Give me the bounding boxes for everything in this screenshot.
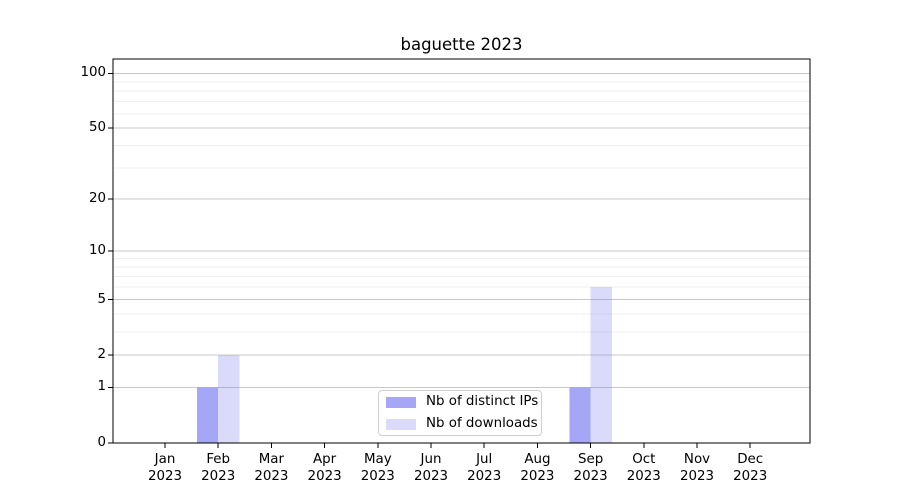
bar-distinct-ips-sep xyxy=(569,387,591,443)
y-tick-label: 100 xyxy=(80,65,106,81)
x-tick-year: 2023 xyxy=(626,469,661,484)
x-tick-year: 2023 xyxy=(573,469,608,484)
x-tick-label: May 2023 xyxy=(346,451,410,485)
bar-distinct-ips-feb xyxy=(196,387,219,443)
x-tick-year: 2023 xyxy=(467,469,502,484)
y-tick-label: 2 xyxy=(97,347,106,363)
y-tick-label: 20 xyxy=(88,191,106,207)
legend-label-distinct-ips: Nb of distinct IPs xyxy=(426,394,539,409)
x-tick-label: Aug 2023 xyxy=(505,451,569,485)
x-tick-label: Dec 2023 xyxy=(718,451,782,485)
x-tick-month: Oct xyxy=(632,452,656,467)
x-tick-month: Jun xyxy=(420,452,442,467)
y-tick-label: 5 xyxy=(97,291,106,307)
legend-swatch-distinct-ips-icon xyxy=(386,396,416,408)
y-tick-label: 10 xyxy=(88,243,106,258)
chart-title: baguette 2023 xyxy=(400,35,523,54)
x-tick-month: Mar xyxy=(258,452,285,467)
bar-downloads-sep xyxy=(590,287,612,443)
x-tick-label: Feb 2023 xyxy=(186,451,250,485)
x-tick-year: 2023 xyxy=(254,469,289,484)
x-tick-year: 2023 xyxy=(147,469,183,484)
x-tick-month: Apr xyxy=(313,452,337,467)
x-tick-month: May xyxy=(363,452,392,467)
x-tick-label: Jan 2023 xyxy=(133,451,197,485)
x-tick-year: 2023 xyxy=(307,469,342,484)
x-tick-label: Apr 2023 xyxy=(293,451,357,485)
x-tick-year: 2023 xyxy=(679,469,715,484)
x-tick-year: 2023 xyxy=(201,469,236,484)
x-tick-month: Sep xyxy=(577,452,604,467)
legend: Nb of distinct IPs Nb of downloads xyxy=(378,390,542,436)
x-tick-month: Aug xyxy=(524,452,551,467)
y-tick-label: 50 xyxy=(88,120,106,136)
x-tick-label: Jun 2023 xyxy=(399,451,463,485)
legend-item-distinct-ips: Nb of distinct IPs xyxy=(385,394,539,409)
legend-swatch-downloads-icon xyxy=(386,418,416,430)
x-tick-month: Feb xyxy=(206,452,231,467)
y-tick-label: 1 xyxy=(97,379,106,395)
y-tick-label: 0 xyxy=(97,435,106,450)
x-tick-month: Dec xyxy=(737,452,764,467)
x-tick-label: Jul 2023 xyxy=(452,451,516,485)
x-tick-month: Nov xyxy=(683,452,711,467)
bar-downloads-feb xyxy=(218,355,240,443)
x-tick-month: Jul xyxy=(476,452,493,467)
x-tick-year: 2023 xyxy=(360,469,395,484)
x-tick-year: 2023 xyxy=(413,469,449,484)
x-tick-month: Jan xyxy=(154,452,176,467)
x-tick-label: Nov 2023 xyxy=(665,451,729,485)
legend-label-downloads: Nb of downloads xyxy=(426,416,538,431)
x-tick-label: Sep 2023 xyxy=(559,451,623,485)
x-tick-year: 2023 xyxy=(733,469,768,484)
legend-item-downloads: Nb of downloads xyxy=(385,416,538,431)
x-tick-year: 2023 xyxy=(520,469,555,484)
x-tick-label: Mar 2023 xyxy=(239,451,303,485)
x-tick-label: Oct 2023 xyxy=(612,451,676,485)
